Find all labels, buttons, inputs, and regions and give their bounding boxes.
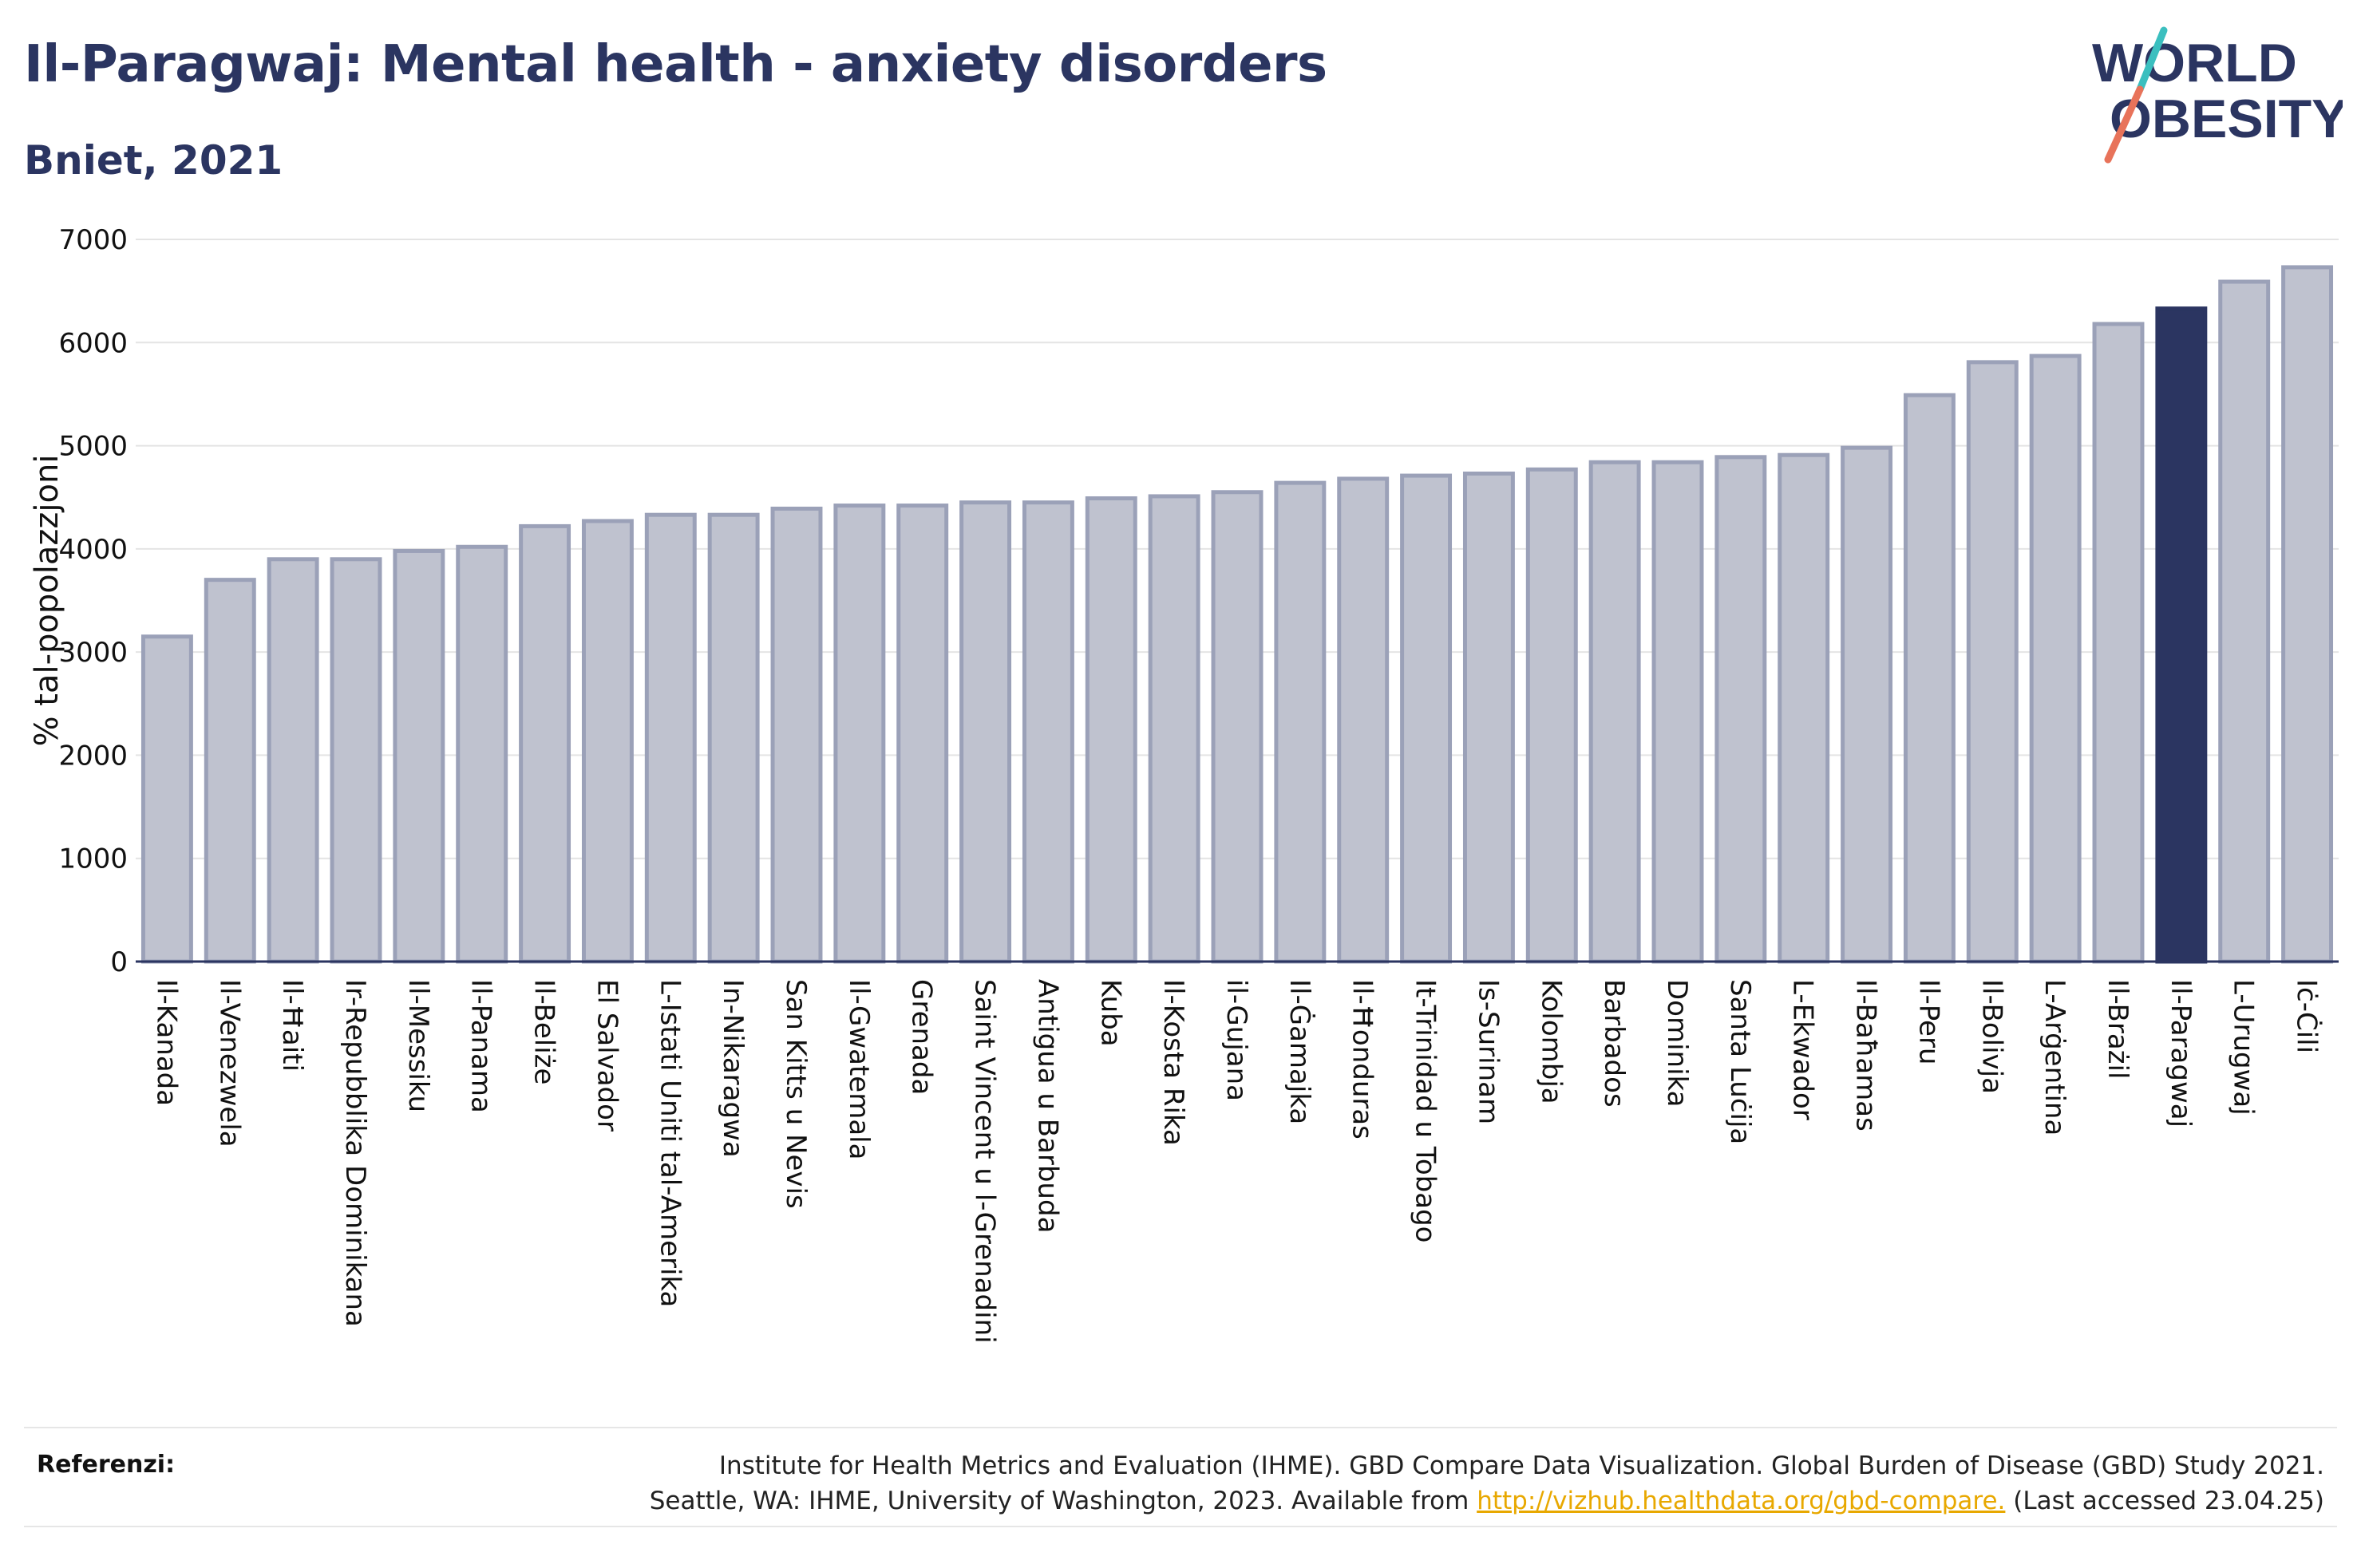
bar xyxy=(581,519,634,964)
y-tick-label: 6000 xyxy=(58,327,128,359)
bar xyxy=(2092,322,2145,964)
x-tick-label: Barbados xyxy=(1598,979,1630,1108)
bar xyxy=(519,523,571,964)
bar xyxy=(2029,353,2082,964)
bar xyxy=(1903,393,1956,964)
bar-chart: 0 1000 2000 3000 4000 5000 6000 7000 % tal-popol… xyxy=(29,224,2339,1344)
x-tick-label: Kolombja xyxy=(1535,979,1567,1104)
bar xyxy=(644,512,697,964)
x-tick-label: San Kitts u Nevis xyxy=(780,979,812,1209)
x-tick-label: Is-Surinam xyxy=(1472,979,1504,1124)
bar xyxy=(393,548,445,964)
y-tick-label: 7000 xyxy=(58,224,128,256)
bar xyxy=(1085,496,1137,964)
logo-word-world: WORLD xyxy=(2092,33,2297,93)
x-tick-label: It-Trinidad u Tobago xyxy=(1410,979,1442,1242)
y-tick-label: 1000 xyxy=(58,843,128,875)
y-tick-label: 2000 xyxy=(58,740,128,772)
x-tick-label: Il-Messiku xyxy=(402,979,434,1112)
bar xyxy=(456,544,508,964)
x-tick-label: Il-Bolivja xyxy=(1975,979,2007,1094)
x-tick-label: Iċ-Ċili xyxy=(2291,979,2323,1053)
bar xyxy=(1714,455,1767,964)
x-tick-label: L-Arġentina xyxy=(2039,979,2070,1136)
logo-slash-bottom xyxy=(2104,85,2144,164)
bar xyxy=(1841,445,1893,964)
bar xyxy=(2281,265,2334,964)
x-tick-label: Grenada xyxy=(906,979,938,1095)
x-tick-label: L-Urugwaj xyxy=(2228,979,2260,1116)
bar xyxy=(1022,500,1074,964)
bar xyxy=(707,512,760,964)
x-tick-label: El Salvador xyxy=(591,979,623,1132)
x-tick-label: Antigua u Barbuda xyxy=(1031,979,1063,1233)
x-tick-label: Il-Beliże xyxy=(528,979,560,1084)
chart-title: Il-Paragwaj: Mental health - anxiety dis… xyxy=(24,35,1327,94)
x-tick-label: Il-Brażil xyxy=(2102,979,2134,1079)
x-tick-label: Dominika xyxy=(1661,979,1693,1107)
logo-word-obesity: OBESITY xyxy=(2110,89,2343,149)
x-tick-label: In-Nikaragwa xyxy=(717,979,749,1158)
bar xyxy=(1148,494,1200,964)
bar xyxy=(1966,360,2019,964)
bar xyxy=(770,506,823,964)
x-tick-label: Il-Peru xyxy=(1912,979,1944,1064)
bar xyxy=(267,557,319,964)
bar xyxy=(1337,476,1390,964)
y-tick-label: 5000 xyxy=(58,431,128,463)
bar-highlighted xyxy=(2155,306,2208,964)
x-tick-label: Il-Ħonduras xyxy=(1347,979,1378,1139)
x-tick-label: Il-Ġamajka xyxy=(1283,979,1316,1124)
reference-line-2-end: (Last accessed 23.04.25) xyxy=(2005,1487,2324,1515)
x-tick-label: Il-Paragwaj xyxy=(2165,979,2197,1128)
x-tick-label: Il-Ħaiti xyxy=(276,979,308,1072)
chart-subtitle: Bniet, 2021 xyxy=(24,137,283,184)
x-tick-label: il-Gujana xyxy=(1220,979,1252,1101)
bar xyxy=(1211,490,1264,964)
bar xyxy=(140,634,193,964)
x-tick-label: L-Ekwador xyxy=(1787,979,1819,1120)
bar xyxy=(1462,471,1515,964)
reference-line-1: Institute for Health Metrics and Evaluat… xyxy=(718,1451,2324,1480)
bar xyxy=(330,557,382,964)
bar xyxy=(204,578,256,964)
bar xyxy=(833,504,886,964)
bar xyxy=(1525,467,1578,964)
bar xyxy=(1778,452,1830,964)
x-tick-label: Il-Gwatemala xyxy=(843,979,875,1159)
reference-line-2-start: Seattle, WA: IHME, University of Washing… xyxy=(649,1487,1477,1515)
y-axis-label: % tal-popolazzjoni xyxy=(29,455,65,747)
x-tick-label: Il-Kanada xyxy=(150,979,182,1106)
bar xyxy=(959,500,1012,964)
x-tick-label: Il-Kosta Rika xyxy=(1157,979,1189,1146)
x-tick-label: Ir-Repubblika Dominikana xyxy=(339,979,371,1327)
bar xyxy=(2218,279,2271,964)
x-tick-label: Kuba xyxy=(1094,979,1126,1047)
reference-link[interactable]: http://vizhub.healthdata.org/gbd-compare… xyxy=(1477,1487,2006,1515)
world-obesity-logo: WORLD OBESITY xyxy=(2092,26,2343,164)
bar xyxy=(1651,460,1704,964)
y-tick-label: 0 xyxy=(110,946,128,978)
references-text: Institute for Health Metrics and Evaluat… xyxy=(650,1448,2324,1519)
references-bottom-rule xyxy=(24,1526,2337,1527)
x-tick-label: Il-Panama xyxy=(465,979,497,1113)
references-top-rule xyxy=(24,1427,2337,1428)
references-label: Referenzi: xyxy=(37,1451,176,1479)
bar xyxy=(1400,473,1453,964)
x-tick-label: Il-Venezwela xyxy=(213,979,245,1147)
bar xyxy=(896,504,949,964)
logo-slash-top xyxy=(2136,26,2168,93)
bar xyxy=(1588,460,1641,964)
reference-line-2: Seattle, WA: IHME, University of Washing… xyxy=(650,1483,2324,1519)
x-tick-label: L-Istati Uniti tal-Amerika xyxy=(654,979,686,1307)
bar xyxy=(1274,480,1327,964)
x-tick-label: Santa Luċija xyxy=(1724,979,1756,1144)
y-tick-label: 3000 xyxy=(58,637,128,669)
x-tick-label: Il-Baħamas xyxy=(1850,979,1882,1132)
y-tick-label: 4000 xyxy=(58,534,128,566)
x-tick-label: Saint Vincent u l-Grenadini xyxy=(969,979,1001,1344)
